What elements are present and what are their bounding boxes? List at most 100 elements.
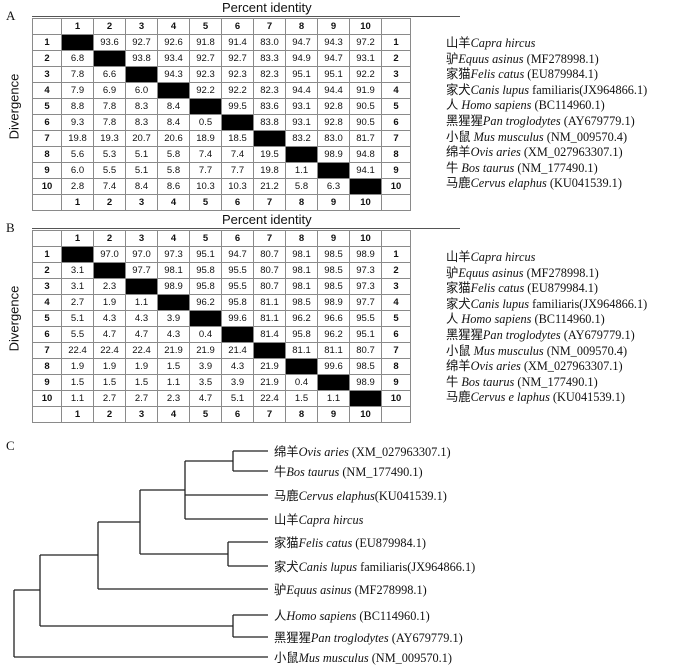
species-accession: (MF278998.1) — [523, 265, 599, 280]
species-accession: familiaris(JX964866.1) — [357, 560, 476, 574]
matrix-cell: 92.2 — [349, 66, 382, 83]
matrix-cell: 6.9 — [93, 82, 126, 99]
species-scientific-name: Homo sapiens — [286, 609, 357, 623]
matrix-cell: 22.4 — [93, 342, 126, 359]
matrix-col-footer: 4 — [157, 406, 190, 423]
matrix-row-header-right: 10 — [381, 390, 411, 407]
matrix-diagonal-cell — [253, 130, 286, 147]
species-accession: (KU041539.1) — [374, 489, 447, 503]
matrix-diagonal-cell — [61, 246, 94, 263]
matrix-cell: 95.8 — [285, 326, 318, 343]
matrix-row: 1 93.6 92.7 92.6 91.8 91.4 83.0 94.7 94.3 97.2 1 — [32, 34, 411, 51]
species-scientific-name: Pan troglodytes — [482, 113, 561, 128]
matrix-cell: 21.2 — [253, 178, 286, 195]
matrix-cell: 97.0 — [93, 246, 126, 263]
tree-tip-label: 家猫Felis catus (EU879984.1) — [274, 533, 426, 551]
matrix-cell: 96.2 — [317, 326, 350, 343]
species-label: 驴Equus asinus (MF278998.1) — [446, 52, 647, 68]
species-accession: (MF278998.1) — [351, 583, 427, 597]
matrix-cell: 3.9 — [189, 358, 222, 375]
matrix-cell: 4.3 — [125, 310, 158, 327]
matrix-row-header-right: 6 — [381, 326, 411, 343]
panel-b-divergence-label: Divergence — [6, 285, 22, 352]
matrix-row-header-right: 4 — [381, 294, 411, 311]
tree-tip-label: 人Homo sapiens (BC114960.1) — [274, 606, 430, 624]
species-scientific-name: Ovis aries — [470, 145, 521, 160]
matrix-row: 10 2.8 7.4 8.4 8.6 10.3 10.3 21.2 5.8 6.3 10 — [32, 178, 411, 195]
matrix-cell: 5.5 — [93, 162, 126, 179]
matrix-cell: 82.3 — [253, 66, 286, 83]
species-label: 马鹿Cervus e laphus (KU041539.1) — [446, 390, 647, 406]
matrix-cell: 94.1 — [349, 162, 382, 179]
matrix-cell: 7.8 — [61, 66, 94, 83]
matrix-cell: 96.2 — [285, 310, 318, 327]
matrix-cell: 19.3 — [93, 130, 126, 147]
matrix-row: 9 1.5 1.5 1.5 1.1 3.5 3.9 21.9 0.4 98.9 9 — [32, 374, 411, 391]
species-accession: (XM_027963307.1) — [348, 445, 451, 459]
matrix-row-header: 7 — [32, 342, 62, 359]
matrix-cell: 4.7 — [189, 390, 222, 407]
matrix-cell: 98.9 — [157, 278, 190, 295]
panel-a-title-rule — [32, 16, 460, 17]
matrix-cell: 22.4 — [61, 342, 94, 359]
tree-tip-label: 小鼠Mus musculus (NM_009570.1) — [274, 648, 452, 666]
matrix-cell: 5.6 — [61, 146, 94, 163]
species-label: 小鼠 Mus musculus (NM_009570.4) — [446, 130, 647, 146]
matrix-diagonal-cell — [157, 82, 190, 99]
matrix-cell: 0.5 — [189, 114, 222, 131]
species-label: 山羊Capra hircus — [446, 250, 647, 266]
matrix-row: 1 97.0 97.0 97.3 95.1 94.7 80.7 98.1 98.5 98.9 1 — [32, 246, 411, 263]
matrix-cell: 8.4 — [157, 114, 190, 131]
matrix-cell: 7.4 — [221, 146, 254, 163]
matrix-cell: 1.9 — [125, 358, 158, 375]
species-accession: (NM_009570.4) — [543, 343, 628, 358]
matrix-cell: 7.9 — [61, 82, 94, 99]
matrix-cell: 81.7 — [349, 130, 382, 147]
matrix-cell: 5.1 — [61, 310, 94, 327]
matrix-cell: 98.9 — [349, 374, 382, 391]
matrix-row-header-right: 1 — [381, 246, 411, 263]
matrix-cell: 92.7 — [189, 50, 222, 67]
species-common-name: 马鹿 — [446, 390, 471, 405]
matrix-row-header: 4 — [32, 82, 62, 99]
species-scientific-name: Felis catus — [470, 281, 525, 296]
matrix-diagonal-cell — [157, 294, 190, 311]
matrix-col-header: 3 — [125, 18, 158, 35]
tree-branches — [13, 450, 268, 658]
species-scientific-name: Canis lupus — [470, 82, 530, 97]
matrix-cell: 98.5 — [317, 262, 350, 279]
matrix-cell: 5.8 — [157, 162, 190, 179]
matrix-corner — [381, 230, 411, 247]
matrix-cell: 82.3 — [253, 82, 286, 99]
matrix-cell: 94.9 — [285, 50, 318, 67]
tree-tip-label: 山羊Capra hircus — [274, 510, 363, 528]
matrix-row: 5 5.1 4.3 4.3 3.9 99.6 81.1 96.2 96.6 95.5 5 — [32, 310, 411, 327]
matrix-cell: 4.7 — [125, 326, 158, 343]
matrix-cell: 95.5 — [221, 262, 254, 279]
panel-b-title-rule — [32, 228, 460, 229]
matrix-row-header: 4 — [32, 294, 62, 311]
matrix-row-header: 5 — [32, 98, 62, 115]
species-scientific-name: Equus asinus — [458, 51, 524, 66]
species-scientific-name: Equus asinus — [458, 265, 524, 280]
matrix-cell: 5.8 — [157, 146, 190, 163]
matrix-row: 8 5.6 5.3 5.1 5.8 7.4 7.4 19.5 98.9 94.8 8 — [32, 146, 411, 163]
matrix-cell: 80.7 — [253, 246, 286, 263]
matrix-cell: 99.6 — [317, 358, 350, 375]
matrix-cell: 21.4 — [221, 342, 254, 359]
species-common-name: 黑猩猩 — [274, 631, 311, 645]
species-common-name: 人 — [274, 609, 287, 623]
matrix-cell: 92.2 — [221, 82, 254, 99]
matrix-cell: 90.5 — [349, 98, 382, 115]
matrix-cell: 97.0 — [125, 246, 158, 263]
matrix-cell: 92.7 — [125, 34, 158, 51]
species-common-name: 小鼠 — [274, 651, 299, 665]
matrix-cell: 3.9 — [157, 310, 190, 327]
matrix-corner — [381, 194, 411, 211]
matrix-cell: 94.4 — [285, 82, 318, 99]
matrix-row: 3 3.1 2.3 98.9 95.8 95.5 80.7 98.1 98.5 97.3 3 — [32, 278, 411, 295]
species-accession: (MF278998.1) — [523, 51, 599, 66]
species-accession: (BC114960.1) — [356, 609, 430, 623]
matrix-corner — [381, 406, 411, 423]
matrix-cell: 0.4 — [189, 326, 222, 343]
